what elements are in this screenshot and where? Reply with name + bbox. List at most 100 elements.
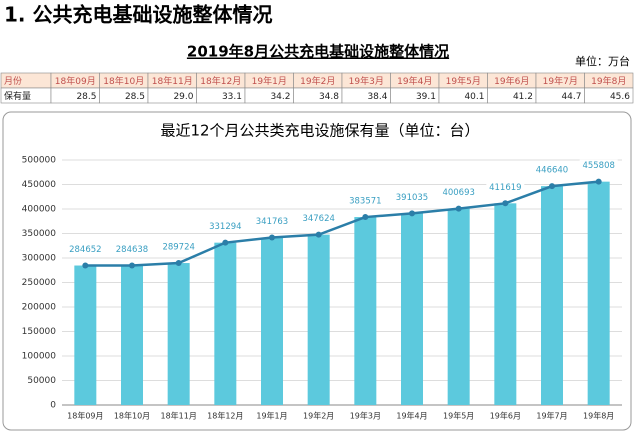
x-tick-label: 19年8月 <box>583 411 614 421</box>
plot: 0 50000 100000 150000 200000 250000 300000 3500… <box>22 156 622 421</box>
table-header: 18年11月 <box>152 75 193 87</box>
x-tick-label: 19年7月 <box>536 411 567 421</box>
marker <box>409 210 415 217</box>
data-label: 383571 <box>349 197 381 207</box>
label-box <box>206 220 245 233</box>
table-header: 19年3月 <box>349 75 384 87</box>
bar <box>401 213 423 405</box>
y-tick-label: 500000 <box>22 156 57 166</box>
data-label: 284652 <box>69 245 101 255</box>
bar <box>261 237 283 405</box>
label-box <box>253 215 291 228</box>
label-box <box>579 159 618 172</box>
y-tick-label: 50000 <box>27 376 56 386</box>
label-box <box>346 195 385 208</box>
marker <box>549 183 555 190</box>
data-label: 391035 <box>396 193 428 203</box>
table-header: 19年8月 <box>591 75 626 87</box>
table-header: 月份 <box>4 75 22 87</box>
label-box <box>299 212 338 225</box>
y-tick-label: 350000 <box>22 229 57 239</box>
table-value: 28.5 <box>76 92 96 102</box>
chart-title: 最近12个月公共类充电设施保有量（单位：台） <box>160 122 479 140</box>
table-value: 41.2 <box>513 92 533 102</box>
x-tick-label: 18年10月 <box>114 411 150 421</box>
marker <box>455 205 462 212</box>
bar <box>354 217 377 405</box>
y-tick-label: 200000 <box>22 303 57 313</box>
table: 月份 18年09月 18年10月 18年11月 18年12月 19年1月 19年2月 19年3… <box>0 72 634 104</box>
x-tick-label: 18年11月 <box>160 411 196 421</box>
label-box <box>486 181 525 194</box>
bar <box>121 265 143 405</box>
table-cell <box>584 87 634 104</box>
marker <box>595 178 602 185</box>
label-box <box>159 241 198 254</box>
bar <box>541 186 563 405</box>
table-value: 38.4 <box>367 92 387 102</box>
marker <box>362 214 369 221</box>
table-value: 45.6 <box>610 92 630 102</box>
bar <box>214 242 237 405</box>
marker <box>129 262 135 269</box>
x-tick-label: 18年12月 <box>207 411 243 421</box>
y-tick-label: 250000 <box>22 278 57 288</box>
x-tick-label: 18年09月 <box>67 411 103 421</box>
marker <box>269 234 275 241</box>
bar <box>494 203 517 405</box>
data-label: 400693 <box>442 188 474 198</box>
marker <box>315 231 322 238</box>
table-value: 33.1 <box>222 92 242 102</box>
bar <box>447 208 470 405</box>
bar <box>167 263 190 405</box>
table-unit: 单位：万台 <box>575 54 630 68</box>
x-tick-label: 19年6月 <box>490 411 521 421</box>
line <box>85 180 599 267</box>
data-label: 289724 <box>162 243 194 253</box>
heading: 1. 公共充电基础设施整体情况 <box>4 3 272 27</box>
label-box <box>113 243 151 256</box>
marker <box>502 200 509 207</box>
table-value: 39.1 <box>416 92 436 102</box>
y-tick-label: 450000 <box>22 180 57 190</box>
table-value: 28.5 <box>125 92 145 102</box>
table-header: 19年5月 <box>446 75 481 87</box>
table-header: 19年2月 <box>300 75 335 87</box>
bar <box>587 181 610 405</box>
table-header: 19年6月 <box>494 75 529 87</box>
data-label: 446640 <box>536 166 568 176</box>
data-label: 331294 <box>209 222 241 232</box>
table-value: 44.7 <box>561 92 581 102</box>
table-header: 19年1月 <box>252 75 287 87</box>
table-header: 18年10月 <box>103 75 144 87</box>
data-label: 341763 <box>256 217 288 227</box>
marker <box>175 260 182 267</box>
label-box <box>393 191 431 204</box>
label-box <box>66 243 105 256</box>
table-value: 34.2 <box>270 92 290 102</box>
table-header: 18年09月 <box>55 75 96 87</box>
table-value: 保有量 <box>4 90 31 102</box>
x-tick-label: 19年3月 <box>350 411 381 421</box>
bar <box>307 234 330 405</box>
table-header: 19年4月 <box>397 75 432 87</box>
x-tick-label: 19年2月 <box>303 411 334 421</box>
table-header: 18年12月 <box>200 75 241 87</box>
table-value: 40.1 <box>464 92 484 102</box>
data-label: 284638 <box>116 245 148 255</box>
y-tick-label: 100000 <box>22 352 57 362</box>
table-value: 34.8 <box>319 92 339 102</box>
x-tick-label: 19年4月 <box>396 411 427 421</box>
label-box <box>533 164 571 177</box>
label-box <box>439 186 478 199</box>
table-title: 2019年8月公共充电基础设施整体情况 <box>187 43 449 61</box>
data-label: 347624 <box>302 214 334 224</box>
table-value: 29.0 <box>173 92 193 102</box>
data-label: 455808 <box>582 161 614 171</box>
x-tick-label: 19年5月 <box>443 411 474 421</box>
table-header: 19年7月 <box>543 75 578 87</box>
marker <box>82 262 89 269</box>
marker <box>222 239 229 246</box>
